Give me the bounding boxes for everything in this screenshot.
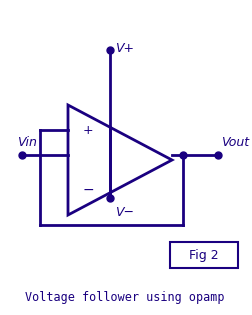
Text: −: − <box>82 183 93 197</box>
Bar <box>169 242 237 268</box>
Text: V+: V+ <box>115 42 134 54</box>
Text: Fig 2: Fig 2 <box>188 249 218 261</box>
Text: Vin: Vin <box>17 136 37 150</box>
Text: Voltage follower using opamp: Voltage follower using opamp <box>25 291 224 305</box>
Text: Vout: Vout <box>220 136 248 150</box>
Text: +: + <box>82 123 93 136</box>
Text: V−: V− <box>115 205 134 219</box>
